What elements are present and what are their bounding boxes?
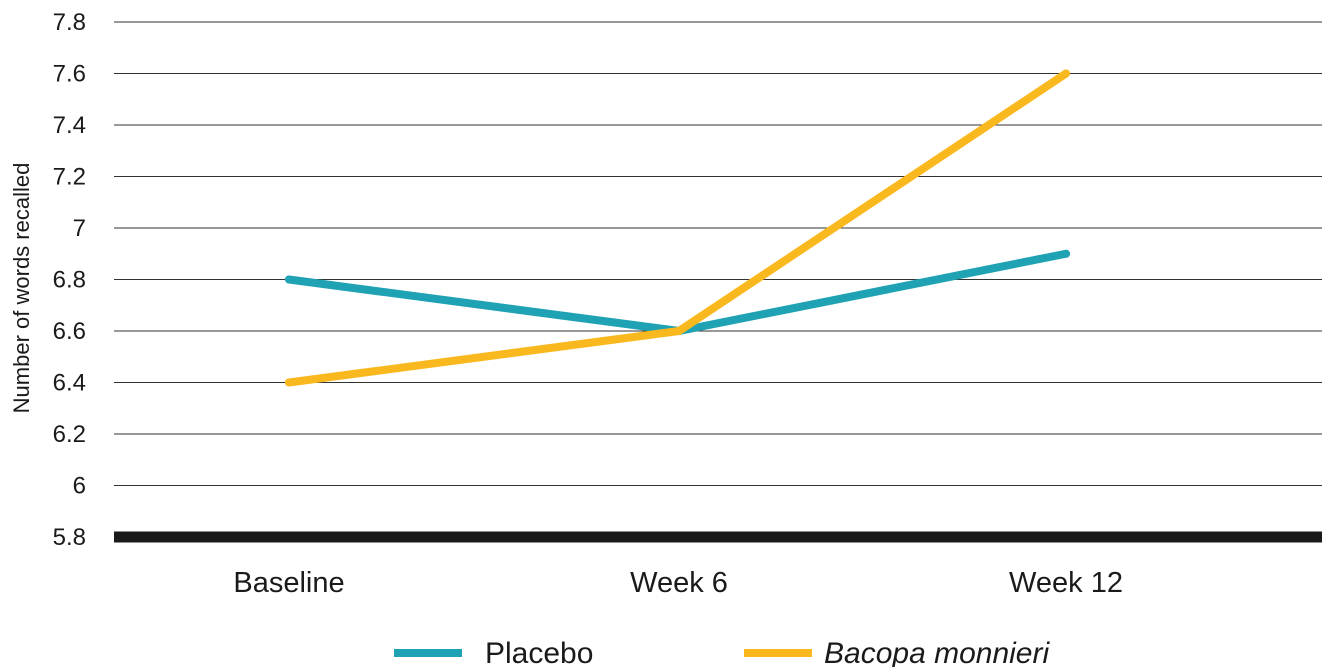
x-tick-label: Baseline xyxy=(233,567,344,599)
y-tick-label: 6 xyxy=(73,473,86,500)
y-tick-label: 6.8 xyxy=(53,267,86,294)
legend-label: Placebo xyxy=(485,637,593,667)
x-tick-labels: Baseline Week 6 Week 12 xyxy=(233,567,1123,599)
y-tick-label: 5.8 xyxy=(53,524,86,551)
legend-label: Bacopa monnieri xyxy=(824,637,1050,667)
y-tick-label: 6.4 xyxy=(53,370,86,397)
y-tick-labels: 5.8 6 6.2 6.4 6.6 6.8 7 7.2 7.4 7.6 7.8 xyxy=(53,9,86,551)
legend: Placebo Bacopa monnieri xyxy=(394,637,1050,670)
gridlines xyxy=(114,21,1322,486)
series-line-1 xyxy=(285,249,1070,335)
data-point xyxy=(285,275,293,284)
y-tick-label: 7.2 xyxy=(53,164,86,191)
data-point xyxy=(1062,249,1070,258)
y-axis-title: Number of words recalled xyxy=(9,163,34,414)
y-tick-label: 7.8 xyxy=(53,9,86,36)
y-tick-label: 6.2 xyxy=(53,421,86,448)
y-tick-label: 7.6 xyxy=(53,61,86,88)
y-tick-label: 7.4 xyxy=(53,112,86,139)
x-tick-label: Week 6 xyxy=(630,567,728,599)
y-tick-label: 6.6 xyxy=(53,318,86,345)
legend-swatch xyxy=(744,649,812,657)
x-tick-label: Week 12 xyxy=(1009,567,1123,599)
legend-swatch xyxy=(394,649,462,657)
data-point xyxy=(675,327,683,335)
data-point xyxy=(1062,69,1070,78)
y-tick-label: 7 xyxy=(73,215,86,242)
series-lines xyxy=(285,69,1070,387)
data-point xyxy=(285,378,293,387)
